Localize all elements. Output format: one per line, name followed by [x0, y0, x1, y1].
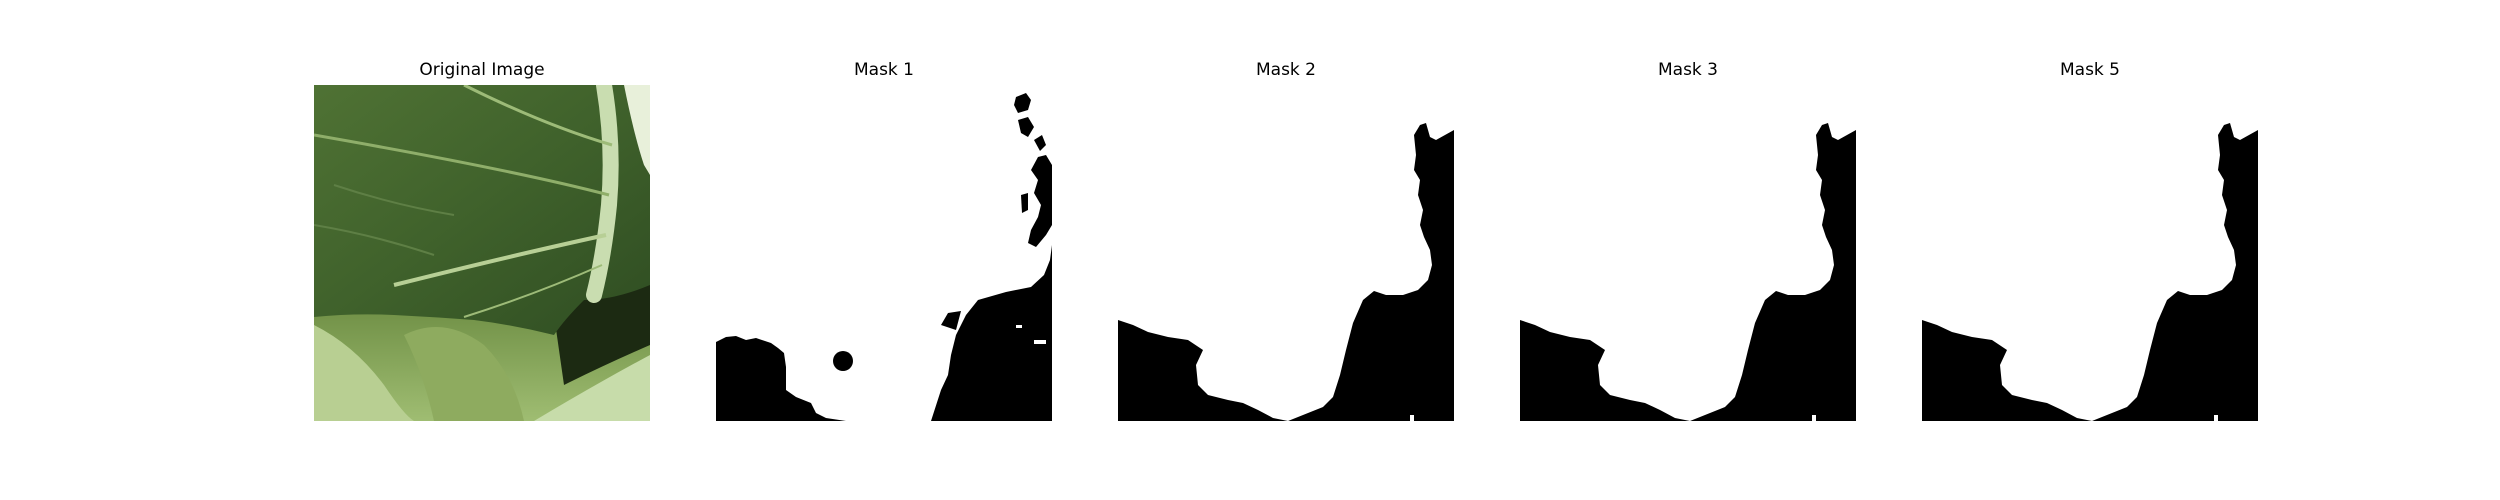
panel-title: Mask 3	[1657, 60, 1718, 80]
panel-title: Mask 2	[1255, 60, 1316, 80]
panel-mask-2: Mask 2	[1118, 0, 1454, 500]
panel-mask-3: Mask 3	[1520, 0, 1856, 500]
mask-1-image	[716, 85, 1052, 421]
panel-title: Mask 5	[2059, 60, 2120, 80]
panel-mask-5: Mask 5	[1922, 0, 2258, 500]
panel-title: Original Image	[419, 60, 545, 80]
mask-3-image	[1520, 85, 1856, 421]
panel-mask-1: Mask 1	[716, 0, 1052, 500]
mask-2-image	[1118, 85, 1454, 421]
panel-title: Mask 1	[853, 60, 914, 80]
panel-original-image: Original Image	[314, 0, 650, 500]
mask-5-image	[1922, 85, 2258, 421]
original-image	[314, 85, 650, 421]
